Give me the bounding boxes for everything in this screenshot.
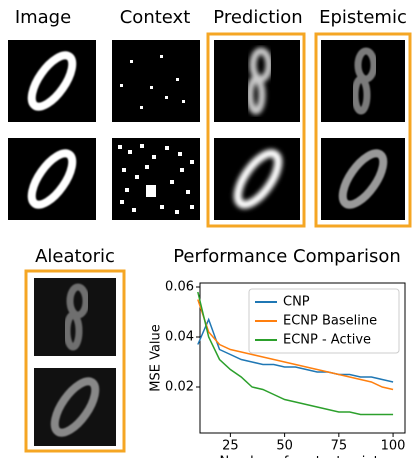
x-tick-label: 100 [381,439,406,454]
y-tick-label: 0.04 [165,330,194,345]
col-title: Context [120,7,191,28]
chart-title: Performance Comparison [173,246,401,267]
figure: Image Context Prediction Epistemic Aleat [0,0,417,458]
image-panel [8,40,96,220]
prediction-panel [214,40,300,220]
chart: 0.02 0.04 0.06 25 50 75 100Number of context p… [149,280,406,459]
legend-label: CNP [283,295,310,310]
aleatoric-panel [34,278,116,446]
y-tick-label: 0.02 [165,380,194,395]
legend-label: ECNP Baseline [283,314,377,329]
x-tick-label: 75 [331,439,348,454]
x-tick-label: 25 [222,439,239,454]
col-title: Prediction [213,7,302,28]
panel-title: Aleatoric [35,246,115,267]
col-title: Epistemic [319,7,407,28]
y-axis-label: MSE Value [149,324,164,392]
col-title: Image [15,7,71,28]
epistemic-panel [321,40,405,220]
x-axis-label: Number of context points [219,455,385,459]
legend-label: ECNP - Active [283,333,371,348]
x-tick-label: 50 [276,439,293,454]
context-panel [112,40,200,220]
y-tick-label: 0.06 [165,280,194,295]
